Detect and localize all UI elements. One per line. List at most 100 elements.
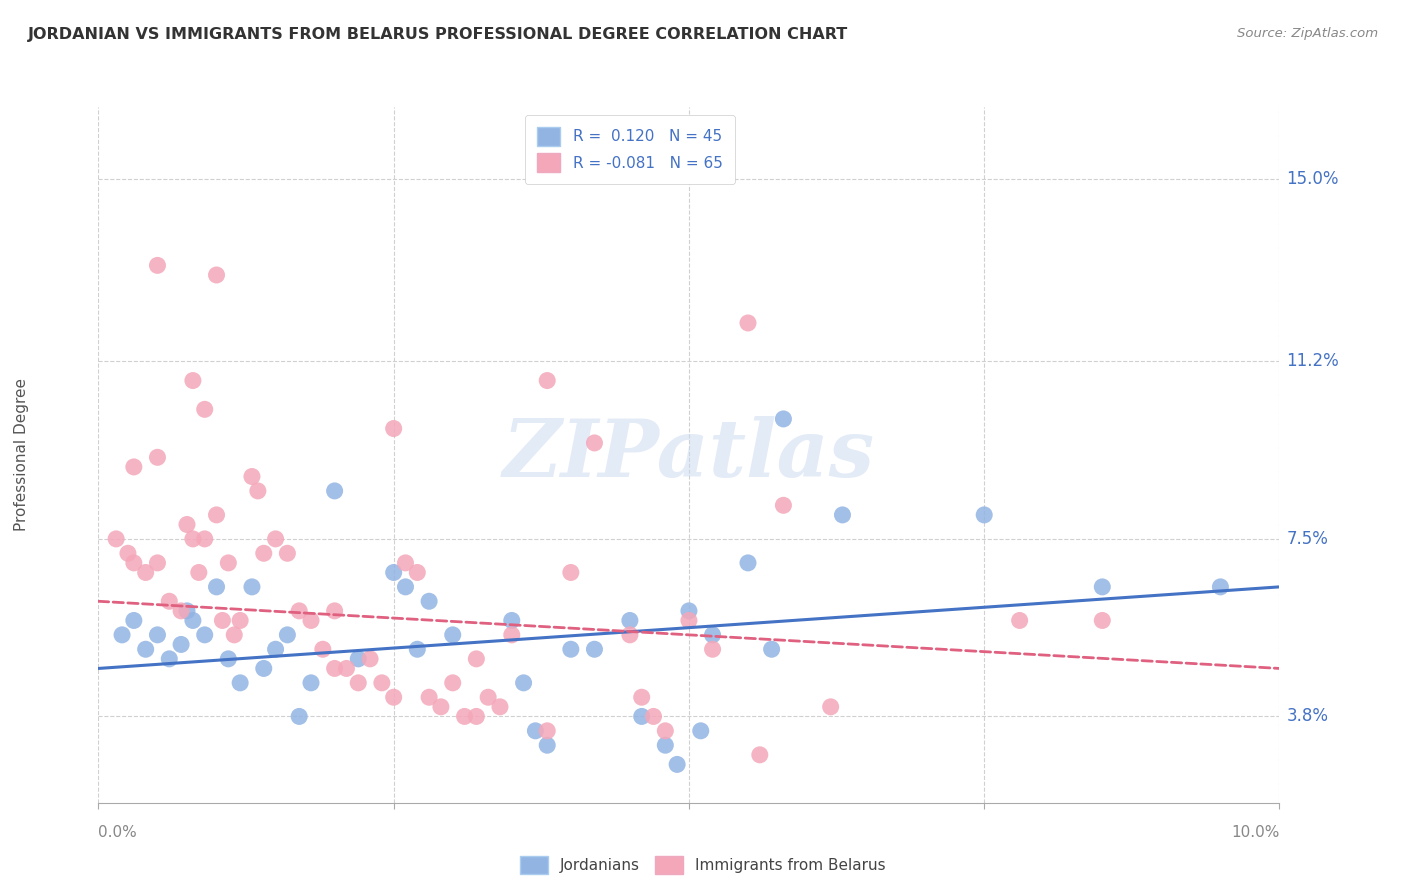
Point (406, 642, 429, 657)
Point (441, 628, 464, 642)
Point (205, 508, 228, 522)
Legend: R =  0.120   N = 45, R = -0.081   N = 65: R = 0.120 N = 45, R = -0.081 N = 65 (526, 115, 734, 184)
Text: ZIPatlas: ZIPatlas (503, 417, 875, 493)
Point (583, 642, 606, 657)
Point (654, 723, 676, 738)
Point (111, 628, 134, 642)
Point (299, 676, 322, 690)
Point (477, 690, 499, 705)
Point (772, 498, 794, 512)
Point (176, 517, 198, 532)
Point (643, 709, 665, 723)
Point (761, 642, 783, 657)
Point (264, 532, 287, 546)
Point (240, 580, 263, 594)
Point (1091, 580, 1114, 594)
Point (146, 259, 169, 273)
Point (224, 628, 246, 642)
Text: 0.0%: 0.0% (98, 825, 138, 840)
Point (382, 421, 405, 435)
Point (157, 594, 180, 608)
Point (181, 532, 204, 546)
Point (229, 676, 252, 690)
Text: 15.0%: 15.0% (1286, 170, 1339, 188)
Point (1091, 614, 1114, 628)
Point (371, 676, 394, 690)
Point (276, 546, 298, 560)
Point (347, 652, 370, 666)
Point (489, 699, 512, 714)
Point (205, 580, 228, 594)
Point (524, 723, 547, 738)
Point (820, 699, 842, 714)
Point (394, 556, 416, 570)
Point (583, 436, 606, 450)
Point (441, 676, 464, 690)
Point (702, 642, 724, 657)
Point (194, 628, 217, 642)
Point (181, 614, 204, 628)
Point (205, 268, 228, 282)
Point (536, 723, 558, 738)
Text: 11.2%: 11.2% (1286, 352, 1340, 370)
Point (176, 604, 198, 618)
Point (973, 508, 995, 522)
Point (157, 652, 180, 666)
Point (217, 652, 239, 666)
Text: JORDANIAN VS IMMIGRANTS FROM BELARUS PROFESSIONAL DEGREE CORRELATION CHART: JORDANIAN VS IMMIGRANTS FROM BELARUS PRO… (28, 27, 848, 42)
Point (217, 556, 239, 570)
Text: Source: ZipAtlas.com: Source: ZipAtlas.com (1237, 27, 1378, 40)
Point (394, 580, 416, 594)
Point (288, 709, 311, 723)
Point (453, 709, 475, 723)
Point (831, 508, 853, 522)
Legend: Jordanians, Immigrants from Belarus: Jordanians, Immigrants from Belarus (515, 850, 891, 880)
Point (536, 374, 558, 388)
Point (702, 628, 724, 642)
Point (347, 676, 370, 690)
Point (288, 604, 311, 618)
Point (772, 412, 794, 426)
Point (418, 594, 440, 608)
Point (501, 628, 523, 642)
Point (312, 642, 335, 657)
Point (501, 614, 523, 628)
Point (406, 566, 429, 580)
Point (630, 709, 652, 723)
Point (382, 566, 405, 580)
Point (117, 546, 139, 560)
Point (465, 652, 488, 666)
Point (323, 483, 346, 498)
Point (418, 690, 440, 705)
Point (122, 459, 145, 474)
Point (536, 738, 558, 752)
Point (1008, 614, 1031, 628)
Point (560, 642, 582, 657)
Point (382, 690, 405, 705)
Point (122, 614, 145, 628)
Point (146, 450, 169, 465)
Point (246, 483, 269, 498)
Point (323, 661, 346, 675)
Point (135, 642, 157, 657)
Point (211, 614, 233, 628)
Point (630, 690, 652, 705)
Point (359, 652, 381, 666)
Point (122, 556, 145, 570)
Point (181, 374, 204, 388)
Point (187, 566, 209, 580)
Point (1209, 580, 1232, 594)
Point (619, 628, 641, 642)
Point (465, 709, 488, 723)
Point (323, 604, 346, 618)
Point (678, 604, 700, 618)
Point (240, 469, 263, 483)
Point (737, 316, 759, 330)
Point (689, 723, 711, 738)
Point (105, 532, 128, 546)
Point (299, 614, 322, 628)
Point (678, 614, 700, 628)
Point (135, 566, 157, 580)
Text: 3.8%: 3.8% (1286, 707, 1329, 725)
Point (737, 556, 759, 570)
